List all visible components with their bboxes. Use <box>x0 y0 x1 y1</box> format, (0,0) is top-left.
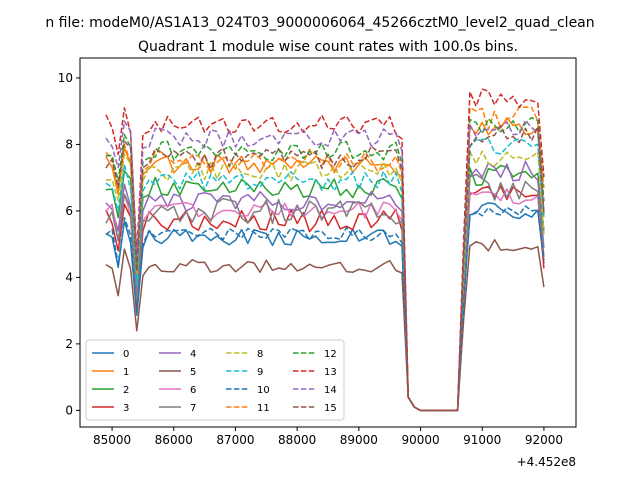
legend-label-15: 15 <box>324 403 337 414</box>
x-tick-label: 86000 <box>155 433 193 447</box>
figure-suptitle: n file: modeM0/AS1A13_024T03_9000006064_… <box>45 15 594 31</box>
legend-label-0: 0 <box>123 349 129 360</box>
y-axis: 0 2 4 6 8 10 <box>58 71 80 417</box>
x-tick-label: 89000 <box>340 433 378 447</box>
chart-title: Quadrant 1 module wise count rates with … <box>138 39 518 55</box>
y-tick-label: 8 <box>65 137 73 151</box>
legend-box <box>85 339 345 421</box>
series-line-13 <box>105 88 545 412</box>
y-tick-label: 6 <box>65 204 73 218</box>
y-tick-label: 4 <box>65 270 73 284</box>
legend-label-8: 8 <box>257 349 263 360</box>
legend-label-4: 4 <box>190 349 196 360</box>
plot-area: 85000 86000 87000 88000 89000 90000 91000 92000… <box>58 57 577 469</box>
x-tick-label: 91000 <box>463 433 501 447</box>
x-tick-label: 88000 <box>278 433 316 447</box>
series-layer <box>105 88 545 412</box>
series-line-7 <box>105 173 545 412</box>
legend-label-13: 13 <box>324 367 337 378</box>
legend-label-14: 14 <box>324 385 337 396</box>
axes-frame <box>79 57 577 428</box>
series-line-11 <box>105 106 545 412</box>
series-line-2 <box>105 164 545 412</box>
x-offset-label: +4.452e8 <box>517 455 576 469</box>
legend-label-5: 5 <box>190 367 196 378</box>
series-line-4 <box>105 160 545 412</box>
series-line-0 <box>105 202 545 412</box>
legend-label-3: 3 <box>123 403 129 414</box>
series-line-5 <box>105 238 545 412</box>
legend-label-2: 2 <box>123 385 129 396</box>
series-line-8 <box>105 150 545 412</box>
legend-label-1: 1 <box>123 367 129 378</box>
legend-label-12: 12 <box>324 349 337 360</box>
series-line-14 <box>105 119 545 412</box>
legend-label-7: 7 <box>190 403 196 414</box>
y-tick-label: 10 <box>58 71 73 85</box>
y-tick-label: 0 <box>65 403 73 417</box>
legend-label-10: 10 <box>257 385 270 396</box>
y-tick-label: 2 <box>65 337 73 351</box>
series-line-12 <box>105 116 545 412</box>
x-tick-label: 85000 <box>93 433 131 447</box>
legend-label-9: 9 <box>257 367 263 378</box>
series-line-10 <box>105 205 545 412</box>
legend-label-11: 11 <box>257 403 270 414</box>
legend-label-6: 6 <box>190 385 196 396</box>
x-tick-label: 92000 <box>525 433 563 447</box>
x-tick-label: 87000 <box>216 433 254 447</box>
series-line-15 <box>105 125 545 412</box>
x-axis: 85000 86000 87000 88000 89000 90000 91000 92000 <box>93 427 563 447</box>
x-tick-label: 90000 <box>401 433 439 447</box>
